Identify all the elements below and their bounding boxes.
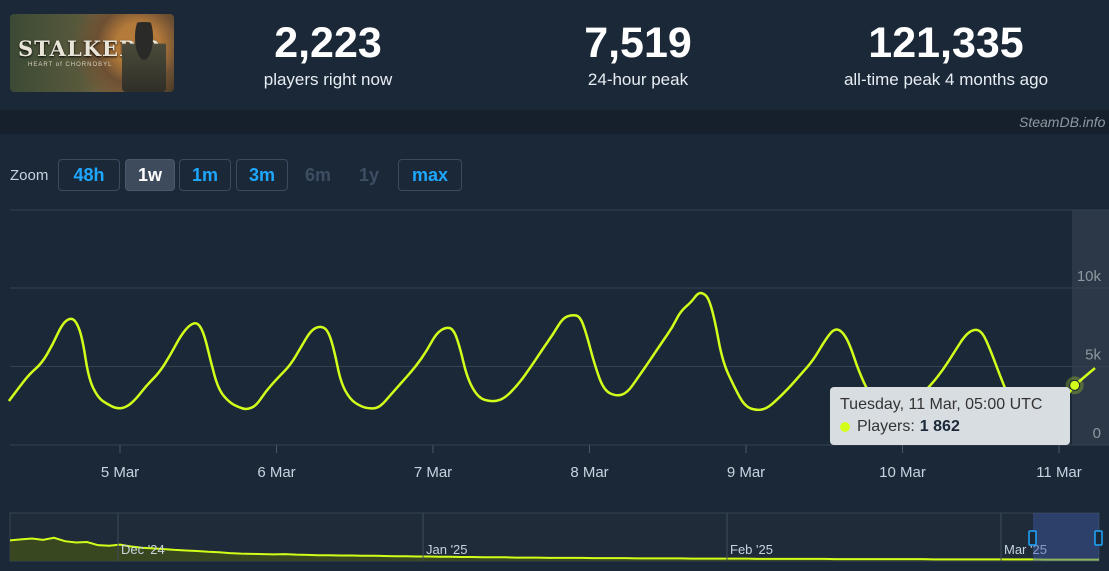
header: STALKER 2 HEART of CHORNOBYL 2,223 playe… (0, 0, 1109, 110)
steamdb-credit[interactable]: SteamDB.info (1019, 114, 1106, 130)
navigator-selection (1033, 513, 1099, 561)
navigator-month-label: Mar '25 (1004, 542, 1047, 557)
stat-value: 121,335 (868, 19, 1024, 67)
navigator-handle (1028, 530, 1037, 546)
zoom-button-1m[interactable]: 1m (179, 159, 231, 191)
stalker-figure-image (122, 22, 166, 92)
x-tick-label: 10 Mar (879, 464, 926, 481)
x-tick-label: 11 Mar (1036, 464, 1082, 481)
zoom-button-6m: 6m (304, 164, 331, 185)
x-tick-label: 7 Mar (414, 464, 452, 481)
navigator-month-label: Feb '25 (730, 542, 773, 557)
zoom-button-max[interactable]: max (398, 159, 462, 191)
game-logo-subtitle: HEART of CHORNOBYL (28, 62, 113, 68)
divider-band (0, 110, 1109, 134)
player-count-chart[interactable]: 0 5k 10k 5 Mar 6 Mar 7 Mar 8 Mar 9 Mar 10 Mar 11 … (0, 200, 1109, 490)
y-tick-label: 5k (1085, 347, 1101, 364)
hover-point (1069, 379, 1081, 391)
x-tick-label: 9 Mar (727, 464, 765, 481)
zoom-button-48h[interactable]: 48h (58, 159, 120, 191)
tooltip-series-label: Players: (857, 418, 915, 435)
zoom-button-1w[interactable]: 1w (125, 159, 175, 191)
navigator-handle (1094, 530, 1103, 546)
zoom-label: Zoom (10, 167, 49, 184)
tooltip-date: Tuesday, 11 Mar, 05:00 UTC (840, 396, 1043, 413)
game-thumbnail[interactable]: STALKER 2 HEART of CHORNOBYL (10, 14, 174, 92)
tooltip-value-row: Players: 1 862 (840, 418, 1060, 436)
tooltip-value: 1 862 (919, 418, 960, 435)
zoom-button-3m[interactable]: 3m (236, 159, 288, 191)
x-tick-label: 5 Mar (101, 464, 139, 481)
stat-label: all-time peak 4 months ago (843, 70, 1049, 89)
navigator-line (9, 536, 1099, 561)
stat-label: 24-hour peak (587, 70, 689, 89)
stat-all-time-peak: 121,335 all-time peak 4 months ago (816, 20, 1076, 90)
y-tick-label: 10k (1077, 268, 1102, 285)
zoom-button-1y: 1y (358, 164, 380, 185)
y-tick-label: 0 (1093, 425, 1101, 442)
navigator-month-label: Jan '25 (426, 542, 468, 557)
stat-value: 2,223 (274, 19, 382, 67)
stat-value: 7,519 (584, 19, 692, 67)
chart-tooltip: Tuesday, 11 Mar, 05:00 UTC Players: 1 86… (830, 387, 1070, 445)
hover-band (1072, 210, 1109, 445)
series-dot-icon (840, 422, 850, 432)
stat-current-players: 2,223 players right now (198, 20, 458, 90)
range-navigator[interactable]: Dec '24 Jan '25 Feb '25 Mar '25 (0, 512, 1109, 571)
x-tick-label: 6 Mar (257, 464, 295, 481)
navigator-month-label: Dec '24 (121, 542, 165, 557)
stat-label: players right now (263, 70, 393, 89)
stat-24h-peak: 7,519 24-hour peak (508, 20, 768, 90)
x-tick-label: 8 Mar (570, 464, 608, 481)
